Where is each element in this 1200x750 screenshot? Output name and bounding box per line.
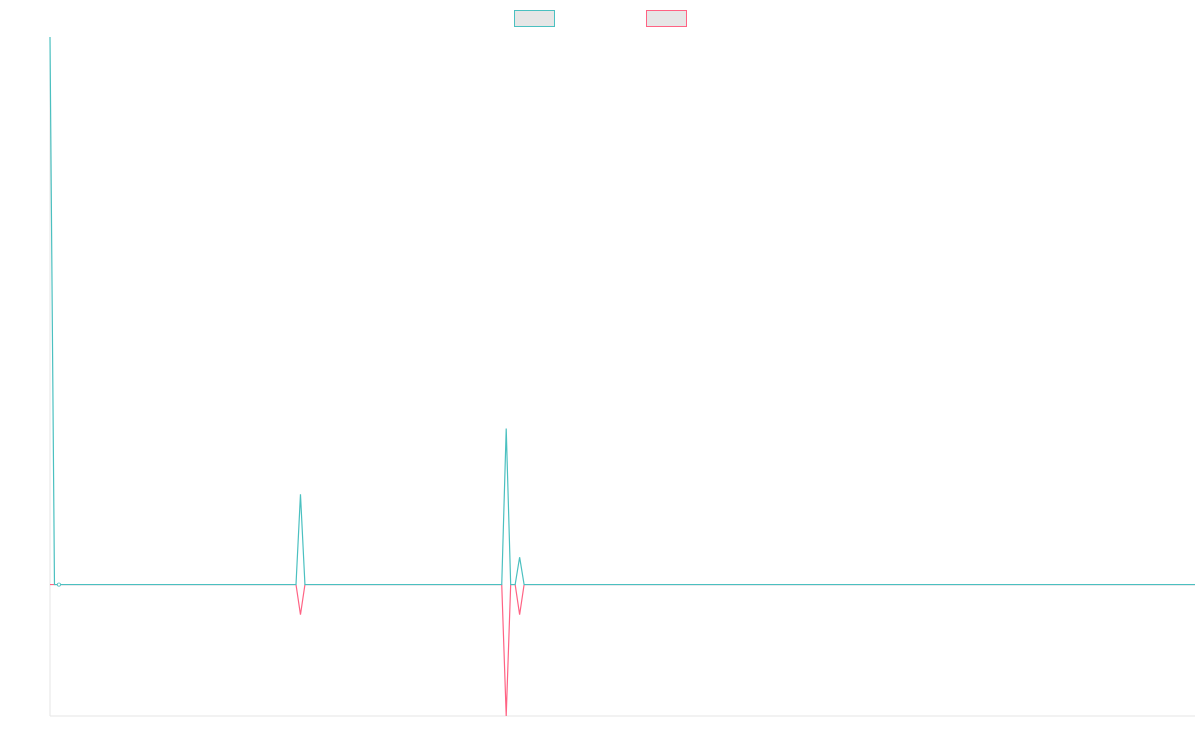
series-1-point — [56, 582, 61, 587]
series-layer — [49, 36, 1195, 717]
legend-swatch-series-2[interactable] — [646, 10, 687, 27]
legend-swatch-series-1[interactable] — [514, 10, 555, 27]
legend[interactable] — [514, 10, 687, 27]
axes — [49, 37, 1195, 717]
series-line-1 — [49, 36, 1195, 586]
series-line-2 — [50, 583, 1195, 717]
